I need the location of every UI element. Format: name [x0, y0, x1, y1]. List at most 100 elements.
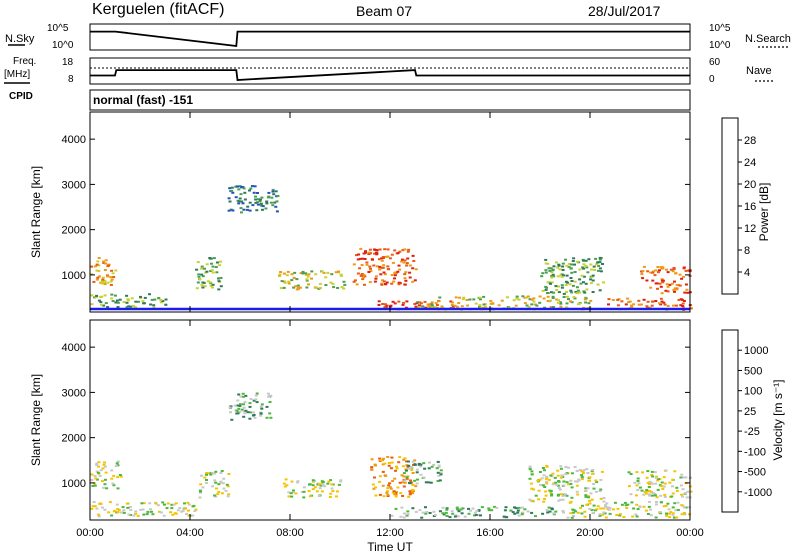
echo-cell — [542, 297, 546, 300]
echo-cell — [551, 268, 555, 271]
echo-cell — [274, 205, 278, 208]
echo-cell — [663, 493, 667, 496]
echo-cell — [493, 505, 497, 508]
echo-cell — [562, 484, 566, 487]
echo-cell — [601, 513, 604, 516]
echo-cell — [139, 295, 142, 298]
echo-cell — [668, 481, 672, 484]
echo-cell — [132, 514, 136, 517]
echo-cell — [644, 509, 648, 512]
echo-cell — [516, 509, 520, 512]
echo-cell — [445, 515, 449, 517]
echo-cell — [428, 512, 432, 514]
echo-cell — [116, 464, 120, 467]
echo-cell — [219, 480, 223, 483]
echo-cell — [142, 302, 146, 305]
echo-cell — [200, 265, 204, 268]
echo-cell — [571, 508, 575, 511]
y-tick-label: 2000 — [62, 225, 86, 237]
echo-cell — [550, 507, 554, 510]
echo-cell — [556, 484, 560, 487]
echo-cell — [590, 498, 594, 501]
echo-cell — [660, 481, 664, 484]
echo-cell — [210, 262, 213, 265]
echo-cell — [638, 486, 642, 489]
echo-cell — [576, 289, 580, 292]
echo-cell — [406, 510, 410, 513]
echo-cell — [203, 476, 207, 479]
echo-cell — [95, 507, 99, 510]
echo-cell — [682, 300, 686, 302]
echo-cell — [329, 479, 333, 482]
echo-cell — [412, 260, 416, 262]
echo-cell — [580, 478, 584, 481]
echo-cell — [573, 263, 576, 266]
echo-cell — [591, 469, 595, 471]
echo-cell — [377, 304, 381, 306]
echo-cell — [545, 475, 549, 478]
echo-cell — [95, 464, 99, 466]
echo-cell — [99, 502, 103, 505]
echo-cell — [285, 274, 289, 277]
echo-cell — [293, 271, 297, 274]
echo-cell — [434, 302, 438, 305]
echo-cell — [629, 473, 633, 475]
echo-cell — [680, 513, 684, 516]
echo-cell — [537, 489, 541, 492]
echo-cell — [618, 513, 622, 516]
echo-cell — [200, 284, 204, 287]
echo-cell — [393, 249, 397, 252]
echo-cell — [143, 296, 147, 299]
echo-cell — [397, 281, 401, 284]
echo-cell — [670, 495, 674, 498]
nave-tick-top: 60 — [709, 57, 721, 68]
echo-cell — [330, 483, 334, 486]
echo-cell — [396, 252, 400, 255]
echo-cell — [549, 490, 553, 492]
echo-cell — [110, 297, 114, 300]
echo-cell — [455, 506, 459, 509]
echo-cell — [408, 481, 411, 484]
echo-cell — [95, 294, 99, 297]
echo-cell — [290, 495, 294, 498]
echo-cell — [211, 271, 215, 274]
echo-cell — [355, 254, 358, 257]
echo-cell — [90, 265, 94, 268]
echo-cell — [389, 304, 393, 307]
echo-cell — [407, 464, 411, 467]
echo-cell — [159, 301, 163, 304]
echo-cell — [375, 253, 379, 256]
echo-cell — [534, 515, 537, 518]
echo-cell — [405, 460, 409, 463]
echo-cell — [353, 279, 357, 282]
echo-cell — [255, 401, 259, 404]
echo-cell — [110, 269, 114, 272]
echo-cell — [575, 292, 579, 295]
echo-cell — [528, 465, 532, 468]
echo-cell — [544, 258, 548, 261]
echo-cell — [585, 503, 589, 506]
echo-cell — [635, 484, 639, 487]
echo-cell — [142, 513, 146, 516]
echo-cell — [557, 291, 561, 294]
echo-cell — [675, 489, 679, 492]
echo-cell — [544, 285, 548, 288]
echo-cell — [670, 282, 674, 285]
y-tick-label: 3000 — [62, 387, 86, 399]
echo-cell — [252, 414, 256, 416]
echo-cell — [413, 303, 417, 305]
echo-cell — [282, 280, 286, 283]
echo-cell — [576, 303, 580, 306]
echo-cell — [222, 487, 226, 490]
echo-cell — [480, 506, 484, 509]
echo-cell — [118, 298, 122, 301]
echo-cell — [409, 479, 412, 482]
echo-cell — [327, 480, 331, 483]
echo-cell — [569, 479, 573, 482]
echo-cell — [571, 260, 575, 262]
echo-cell — [569, 267, 573, 270]
echo-cell — [592, 504, 596, 507]
echo-cell — [397, 283, 401, 286]
echo-cell — [156, 504, 160, 507]
echo-cell — [445, 508, 449, 511]
